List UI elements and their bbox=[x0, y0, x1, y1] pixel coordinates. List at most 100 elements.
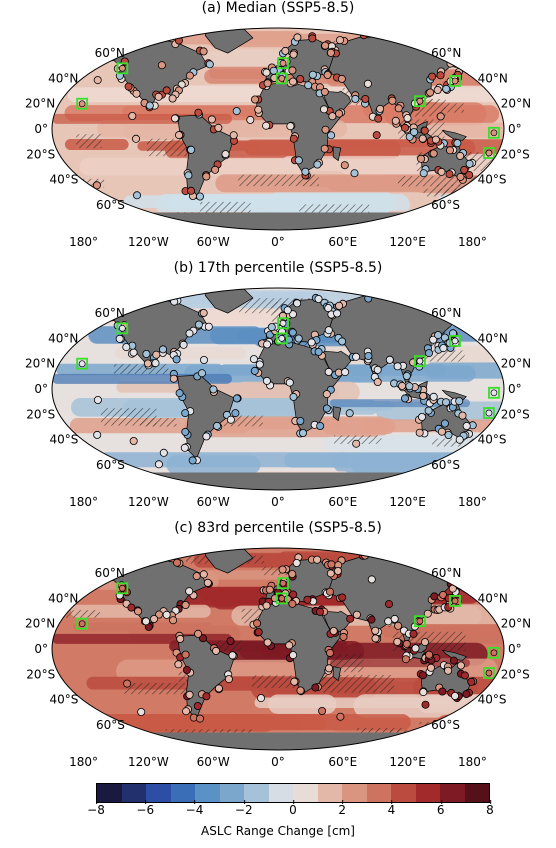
lat-label-right: 40°S bbox=[478, 173, 507, 187]
tide-gauge-marker bbox=[430, 592, 439, 601]
tide-gauge-marker bbox=[185, 587, 194, 596]
tide-gauge-marker bbox=[442, 84, 451, 93]
tide-gauge-marker bbox=[122, 343, 131, 352]
tide-gauge-marker bbox=[338, 593, 347, 602]
tide-gauge-marker bbox=[424, 406, 433, 415]
tide-gauge-marker bbox=[503, 298, 504, 307]
tide-gauge-marker bbox=[462, 690, 471, 699]
tide-gauge-marker bbox=[327, 131, 336, 140]
tide-gauge-marker bbox=[352, 610, 361, 619]
tide-gauge-marker bbox=[176, 634, 185, 643]
lon-label: 120°W bbox=[128, 755, 169, 769]
tide-gauge-marker bbox=[350, 169, 359, 178]
tide-gauge-marker bbox=[62, 560, 71, 569]
tide-gauge-marker bbox=[296, 416, 305, 425]
tide-gauge-marker bbox=[402, 639, 411, 648]
lat-label-left: 60°S bbox=[96, 198, 125, 212]
tide-gauge-marker bbox=[205, 60, 214, 69]
tide-gauge-marker bbox=[315, 607, 324, 616]
tide-gauge-marker bbox=[374, 114, 383, 123]
tide-gauge-marker bbox=[246, 115, 255, 124]
tide-gauge-marker bbox=[328, 112, 337, 121]
tide-gauge-marker bbox=[465, 170, 474, 179]
tide-gauge-marker bbox=[324, 326, 333, 335]
tide-gauge-marker bbox=[209, 385, 218, 394]
tide-gauge-marker bbox=[393, 362, 402, 371]
tide-gauge-marker bbox=[478, 50, 487, 59]
colorbar bbox=[96, 783, 490, 803]
highlighted-site-square bbox=[449, 335, 461, 347]
highlighted-site-square bbox=[449, 595, 461, 607]
panel-title: (b) 17th percentile (SSP5-8.5) bbox=[173, 260, 383, 276]
colorbar-segment bbox=[219, 784, 244, 802]
lon-label: 60°E bbox=[328, 755, 357, 769]
tide-gauge-marker bbox=[500, 558, 504, 567]
tide-gauge-marker bbox=[313, 555, 322, 564]
tide-gauge-marker bbox=[401, 655, 410, 664]
tide-gauge-marker bbox=[145, 101, 154, 110]
colorbar-tick-label: −6 bbox=[136, 800, 155, 817]
map-panel-a: (a) Median (SSP5-8.5) 60°N 60°N 40°N 40°N 20°… bbox=[0, 0, 556, 258]
lat-label-left: 40°S bbox=[50, 173, 79, 187]
tide-gauge-marker bbox=[371, 634, 380, 643]
tide-gauge-marker bbox=[476, 567, 485, 576]
tide-gauge-marker bbox=[410, 128, 419, 137]
tide-gauge-marker bbox=[400, 394, 409, 403]
tide-gauge-marker bbox=[351, 94, 360, 103]
tide-gauge-marker bbox=[203, 578, 212, 587]
tide-gauge-marker bbox=[319, 105, 328, 114]
tide-gauge-marker bbox=[337, 74, 346, 83]
tide-gauge-marker bbox=[250, 366, 259, 375]
tide-gauge-marker bbox=[501, 292, 504, 301]
tide-gauge-marker bbox=[154, 92, 163, 101]
map-svg: 60°N 60°N 40°N 40°N 20°N 20°N 0° 0° 20°S 20°S 40°S… bbox=[25, 287, 531, 509]
tide-gauge-marker bbox=[324, 304, 333, 313]
tide-gauge-marker bbox=[82, 571, 91, 580]
lon-label: 180° bbox=[458, 755, 487, 769]
tide-gauge-marker bbox=[403, 114, 412, 123]
tide-gauge-marker bbox=[288, 599, 297, 608]
tide-gauge-marker bbox=[322, 390, 331, 399]
tide-gauge-marker bbox=[263, 638, 272, 647]
tide-gauge-marker bbox=[394, 621, 403, 630]
ocean-field bbox=[52, 28, 504, 230]
tide-gauge-marker bbox=[202, 172, 211, 181]
highlighted-site-square bbox=[413, 95, 426, 108]
tide-gauge-marker bbox=[181, 601, 190, 610]
highlighted-site-square bbox=[76, 357, 89, 370]
tide-gauge-marker bbox=[289, 50, 298, 59]
tide-gauge-marker bbox=[170, 114, 179, 123]
tide-gauge-marker bbox=[254, 628, 263, 637]
tide-gauge-marker bbox=[431, 135, 440, 144]
tide-gauge-marker bbox=[169, 374, 178, 383]
tide-gauge-marker bbox=[159, 448, 168, 457]
tide-gauge-marker bbox=[390, 614, 399, 623]
highlighted-site-square bbox=[488, 386, 500, 399]
tide-gauge-marker bbox=[254, 105, 263, 114]
tide-gauge-marker bbox=[202, 432, 211, 441]
tide-gauge-marker bbox=[304, 81, 313, 90]
tide-gauge-marker bbox=[326, 569, 335, 578]
tide-gauge-marker bbox=[289, 651, 298, 660]
tide-gauge-marker bbox=[301, 167, 310, 176]
colorbar-ticks: −8 −6 −4 −2 0 2 4 6 8 bbox=[87, 800, 494, 823]
tide-gauge-marker bbox=[419, 169, 428, 178]
lon-label: 120°E bbox=[389, 235, 426, 249]
tide-gauge-marker bbox=[181, 427, 190, 436]
colorbar-segment bbox=[342, 784, 367, 802]
lat-label-right: 20°N bbox=[501, 357, 531, 371]
lon-label: 0° bbox=[271, 235, 285, 249]
tide-gauge-marker bbox=[372, 131, 381, 140]
tide-gauge-marker bbox=[444, 430, 453, 439]
tide-gauge-marker bbox=[134, 607, 143, 616]
highlighted-site-square bbox=[116, 582, 129, 595]
tide-gauge-marker bbox=[226, 415, 235, 424]
tide-gauge-marker bbox=[462, 421, 471, 430]
tide-gauge-marker bbox=[435, 290, 444, 299]
tide-gauge-marker bbox=[335, 36, 344, 45]
tide-gauge-marker bbox=[182, 707, 191, 716]
continent-greenland bbox=[204, 548, 254, 574]
tide-gauge-marker bbox=[151, 359, 160, 368]
tide-gauge-marker bbox=[187, 145, 196, 154]
tide-gauge-marker bbox=[65, 48, 74, 57]
